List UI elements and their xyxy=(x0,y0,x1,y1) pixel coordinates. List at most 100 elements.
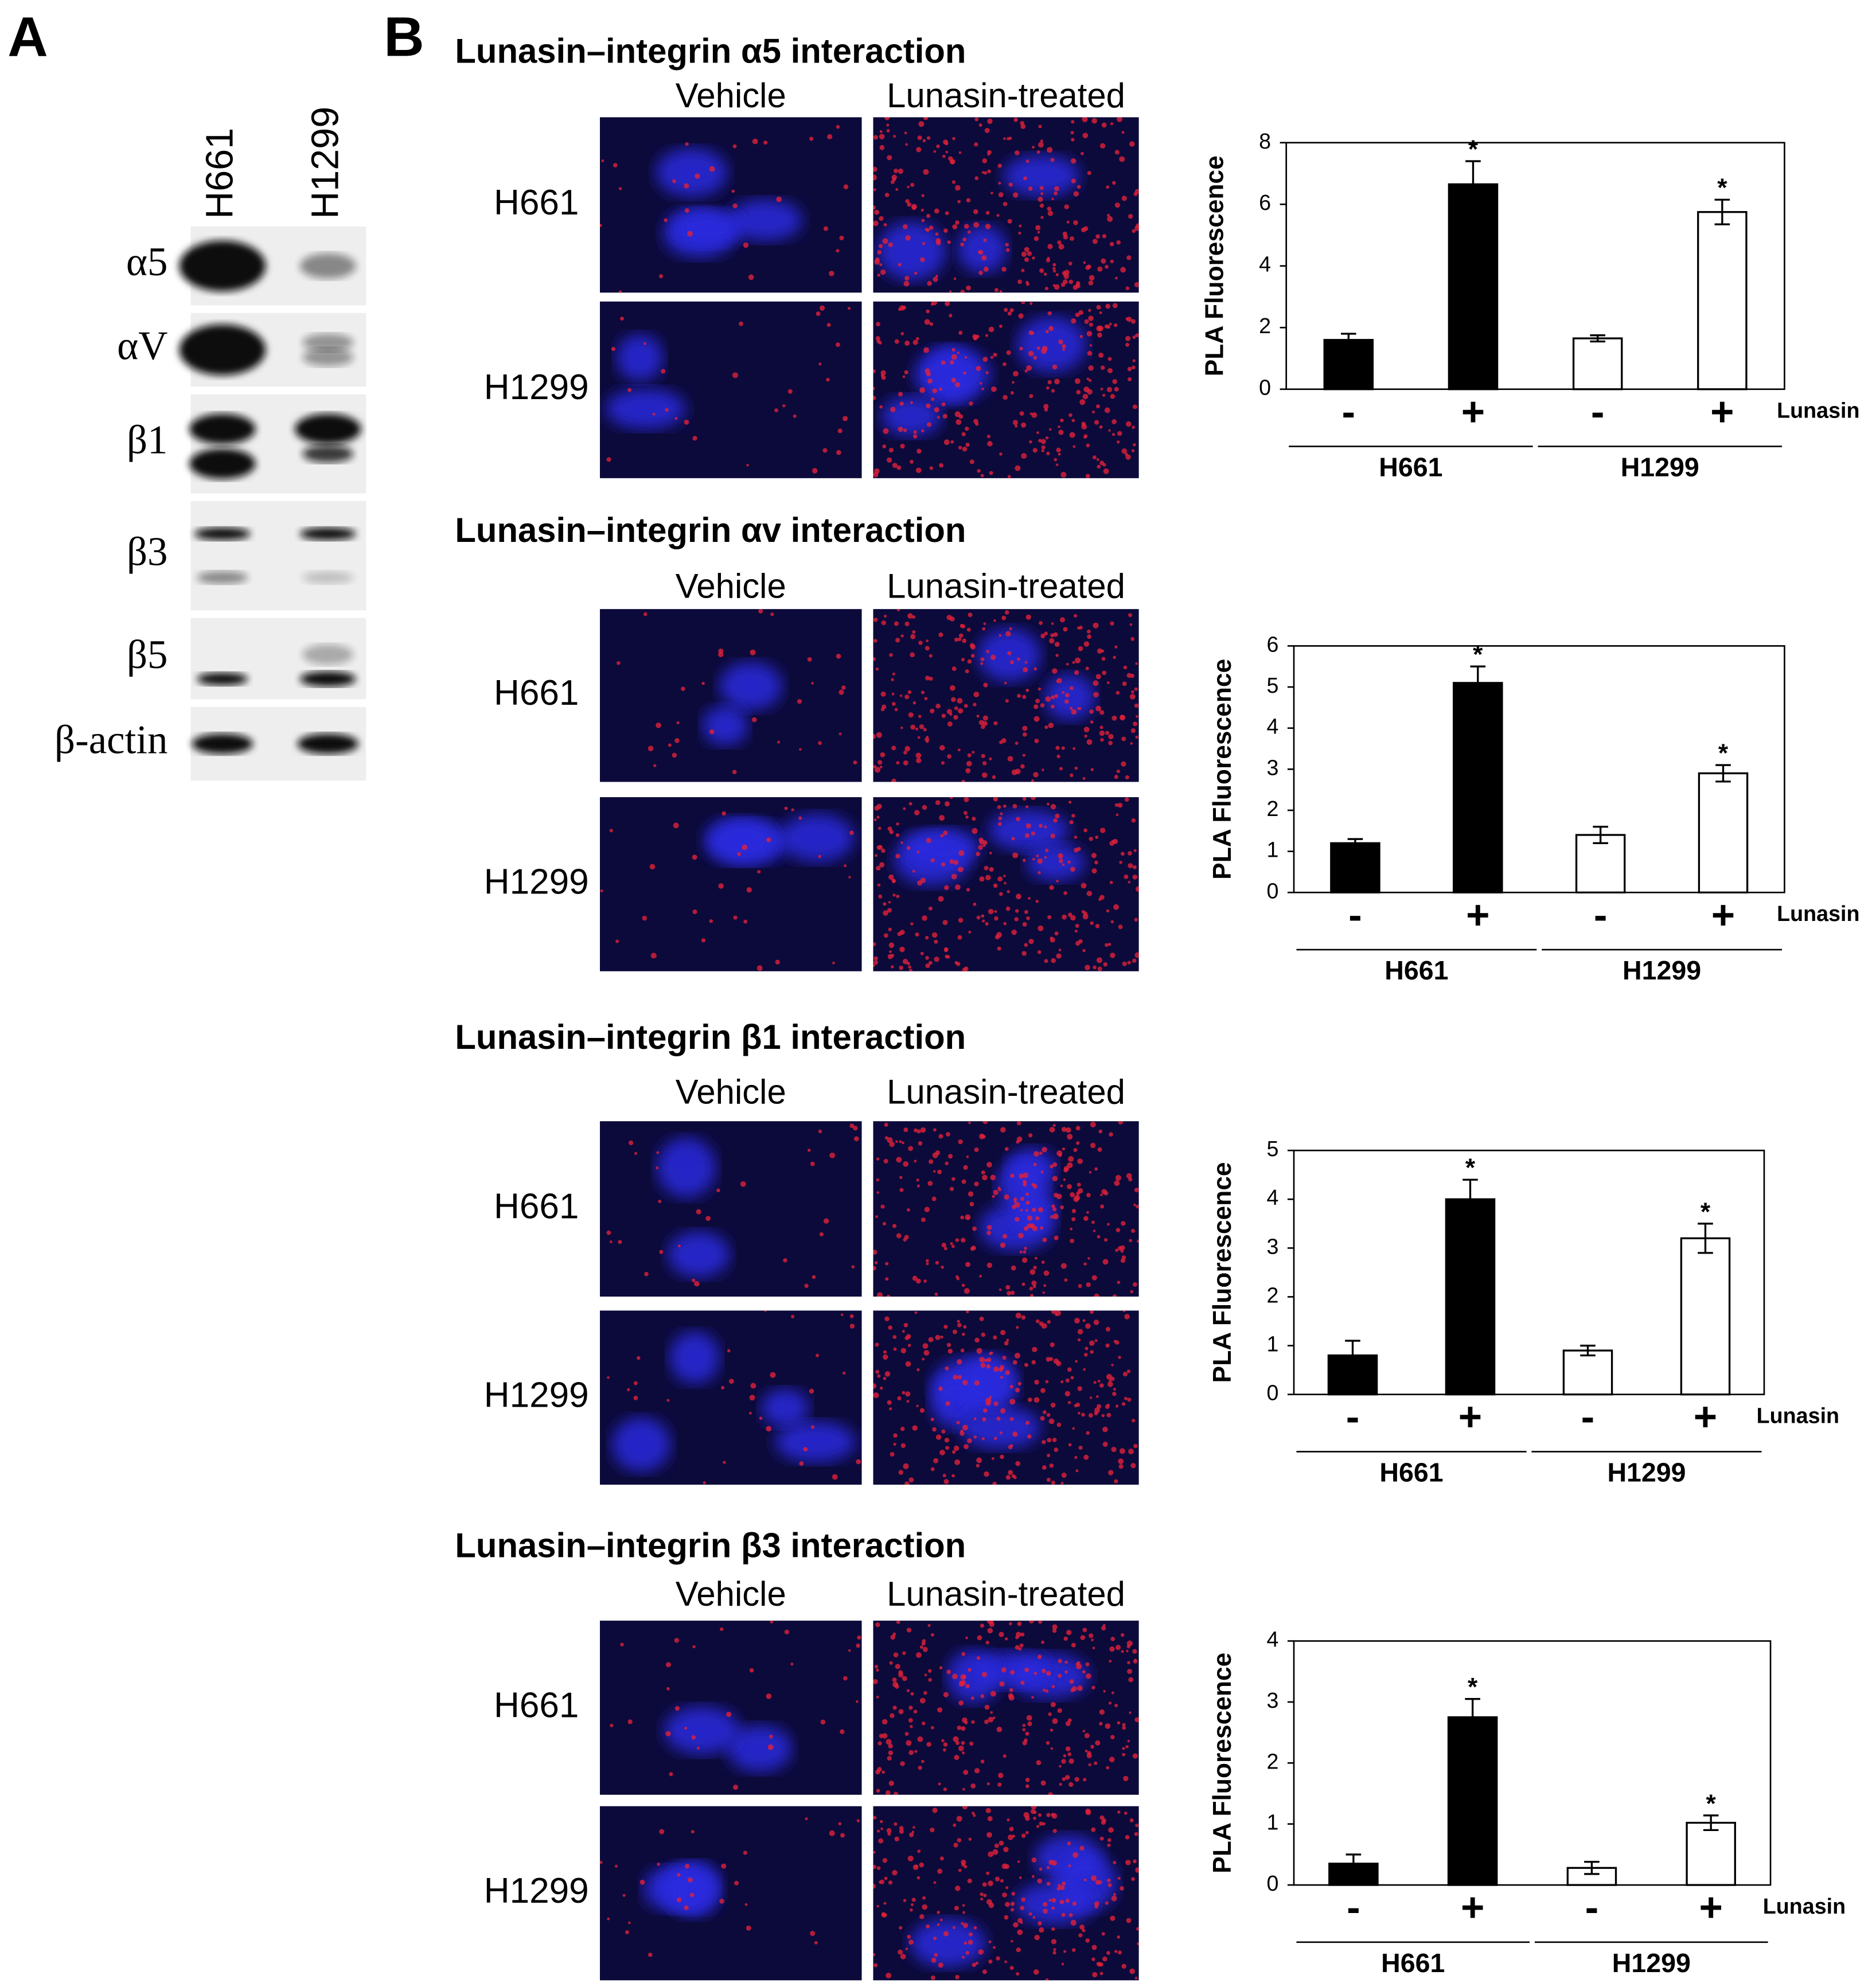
pla-dot xyxy=(917,1736,923,1742)
pla-dot xyxy=(895,188,899,191)
pla-dot xyxy=(963,371,966,375)
pla-dot xyxy=(1088,378,1092,382)
pla-dot xyxy=(973,692,980,697)
pla-dot xyxy=(932,1808,938,1813)
pla-dot xyxy=(972,828,978,834)
pla-dot xyxy=(896,1157,902,1163)
pla-dot xyxy=(1071,1642,1076,1648)
pla-dot xyxy=(734,1880,739,1885)
pla-dot xyxy=(1110,952,1116,958)
pla-dot xyxy=(643,612,648,616)
pla-dot xyxy=(1046,1413,1051,1417)
blot-band xyxy=(300,253,356,279)
pla-dot xyxy=(908,1477,914,1483)
pla-dot xyxy=(1092,239,1098,244)
pla-dot xyxy=(1078,310,1083,315)
pla-dot xyxy=(1055,813,1060,819)
pla-dot xyxy=(1076,1663,1082,1670)
pla-dot xyxy=(908,1705,913,1710)
pla-dot xyxy=(853,760,857,765)
pla-dot xyxy=(877,1767,882,1772)
pla-dot xyxy=(1051,1685,1055,1688)
pla-dot xyxy=(900,1426,905,1431)
pla-dot xyxy=(1128,613,1133,618)
blot-band xyxy=(194,527,251,541)
pla-dot xyxy=(1028,897,1031,900)
pla-dot xyxy=(1121,1650,1124,1653)
pla-dot xyxy=(879,862,885,868)
pla-dot xyxy=(1062,691,1065,694)
pla-dot xyxy=(1042,1147,1047,1153)
pla-dot xyxy=(902,375,906,378)
pla-dot xyxy=(1027,251,1032,256)
pla-dot xyxy=(1009,1622,1012,1626)
pla-dot xyxy=(986,1364,991,1369)
pla-dot xyxy=(1097,1147,1102,1152)
pla-dot xyxy=(1091,1638,1094,1642)
pla-dot xyxy=(1064,1391,1071,1397)
pla-dot xyxy=(1022,732,1027,737)
pla-dot xyxy=(1012,852,1019,858)
pla-dot xyxy=(634,1381,638,1385)
pla-dot xyxy=(886,1828,892,1833)
pla-dot xyxy=(770,612,774,616)
pla-dot xyxy=(1109,1646,1115,1652)
pla-dot xyxy=(1083,1353,1088,1357)
pla-dot xyxy=(1070,131,1074,135)
pla-dot xyxy=(1135,662,1138,665)
pla-dot xyxy=(1034,1380,1039,1385)
pla-dot xyxy=(887,826,892,832)
pla-dot xyxy=(1068,1864,1071,1868)
nucleus xyxy=(1015,1882,1095,1925)
pla-dot xyxy=(947,240,951,244)
pla-dot xyxy=(940,1336,943,1339)
pla-dot xyxy=(1040,1226,1044,1230)
pla-dot xyxy=(1036,150,1040,154)
pla-dot xyxy=(1028,350,1034,357)
pla-dot xyxy=(1025,1784,1029,1789)
pla-dot xyxy=(873,369,876,373)
pla-dot xyxy=(993,1189,999,1196)
pla-dot xyxy=(905,235,911,241)
pla-dot xyxy=(1050,1164,1054,1169)
pla-dot xyxy=(904,745,911,752)
pla-dot xyxy=(1105,1901,1109,1905)
pla-dot xyxy=(986,650,990,653)
pla-dot xyxy=(1042,1465,1047,1470)
pla-dot xyxy=(1059,1885,1065,1891)
pla-dot xyxy=(873,733,876,739)
pla-dot xyxy=(620,317,624,321)
pla-dot xyxy=(899,401,904,406)
pla-dot xyxy=(883,1376,887,1380)
pla-dot xyxy=(1075,1126,1081,1131)
pla-dot xyxy=(1083,1454,1089,1460)
error-bar xyxy=(1345,1340,1360,1371)
pla-dot xyxy=(1101,122,1107,128)
pla-dot xyxy=(1063,1754,1067,1758)
pla-dot xyxy=(926,1262,929,1266)
pla-dot xyxy=(1022,1728,1026,1732)
pla-dot xyxy=(1129,693,1136,700)
pla-dot xyxy=(997,1782,1002,1787)
pla-dot xyxy=(926,736,929,739)
pla-dot xyxy=(1096,325,1102,331)
pla-dot xyxy=(1065,1127,1071,1133)
pla-dot xyxy=(617,661,621,665)
pla-dot xyxy=(656,1151,660,1154)
pla-dot xyxy=(1050,937,1055,943)
pla-dot xyxy=(888,1325,892,1330)
pla-dot xyxy=(766,1426,772,1432)
pla-dot xyxy=(981,1332,986,1337)
pla-dot xyxy=(1048,428,1052,431)
pla-dot xyxy=(1042,1669,1046,1673)
pla-dot xyxy=(873,1383,877,1389)
pla-dot xyxy=(1056,680,1059,683)
pla-dot xyxy=(814,1941,818,1945)
pla-dot xyxy=(1054,191,1058,196)
pla-dot xyxy=(912,434,918,439)
pla-dot xyxy=(965,768,971,774)
pla-dot xyxy=(1113,1893,1116,1896)
pla-dot xyxy=(1038,1921,1042,1926)
pla-dot xyxy=(918,1141,923,1146)
pla-dot xyxy=(898,426,903,432)
